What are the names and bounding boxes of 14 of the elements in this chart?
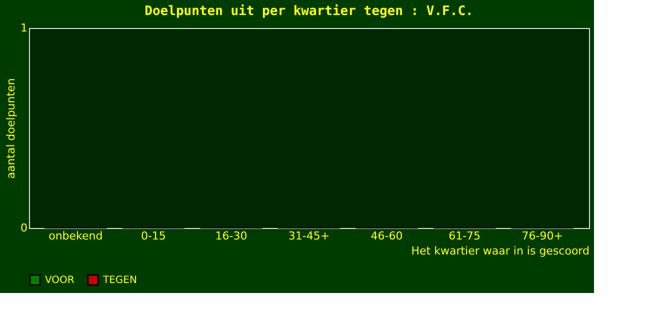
y-tick-label: 1 — [20, 22, 28, 34]
x-axis-title: Het kwartier waar in is gescoord — [411, 244, 590, 258]
x-tick-label: 76-90+ — [522, 230, 563, 242]
x-tick-label: 0-15 — [140, 230, 166, 242]
x-tick-label: onbekend — [48, 230, 103, 242]
x-tick-label: 61-75 — [448, 230, 481, 242]
legend-label: TEGEN — [102, 275, 137, 286]
chart-title: Doelpunten uit per kwartier tegen : V.F.C. — [144, 4, 474, 19]
x-tick-label: 16-30 — [215, 230, 248, 242]
x-tick-label: 46-60 — [370, 230, 403, 242]
x-tick-label: 31-45+ — [288, 230, 330, 242]
y-axis-title: aantal doelpunten — [4, 78, 18, 179]
legend-label: VOOR — [45, 275, 74, 286]
y-tick-label: 0 — [20, 222, 28, 234]
